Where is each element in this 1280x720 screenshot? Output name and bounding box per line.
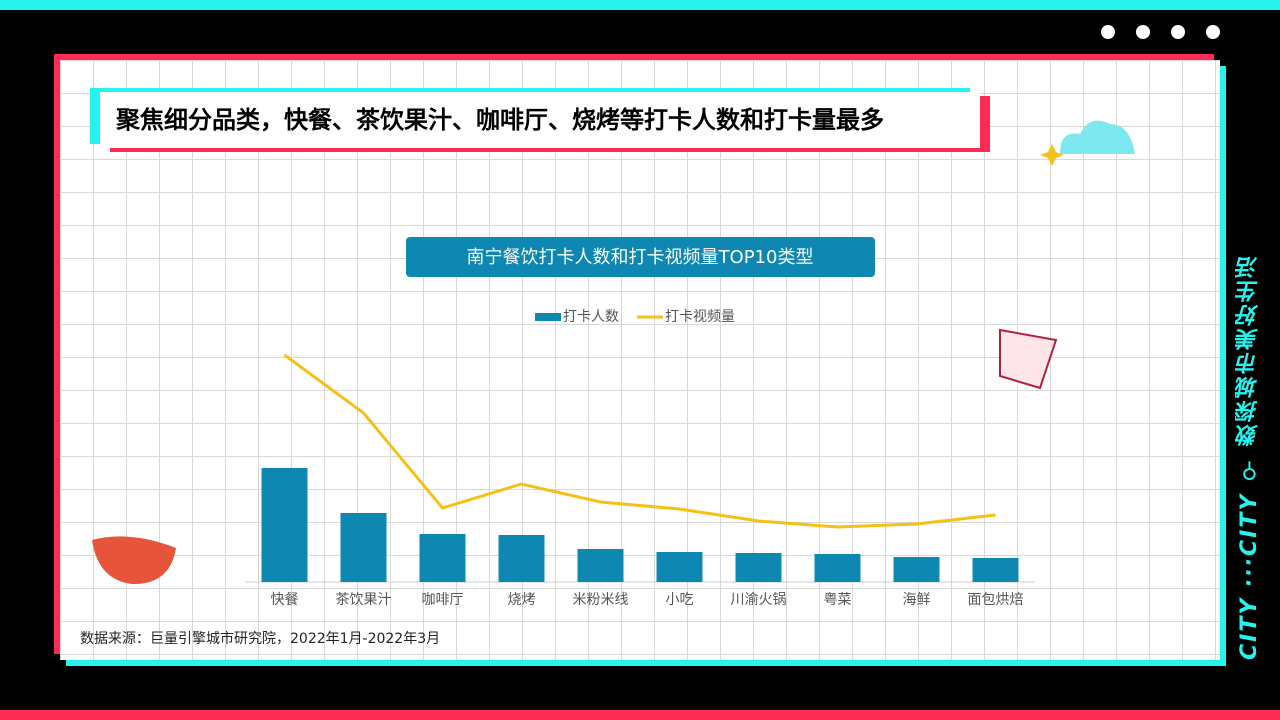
x-tick-label: 海鲜: [903, 592, 931, 608]
x-tick-label: 川渝火锅: [731, 592, 787, 608]
bar: [893, 557, 940, 582]
bar: [498, 535, 545, 582]
cloud: [1060, 120, 1135, 154]
bar: [656, 552, 703, 582]
top-band: [0, 0, 1280, 10]
slide-title: 聚焦细分品类，快餐、茶饮果汁、咖啡厅、烧烤等打卡人数和打卡量最多: [100, 92, 980, 148]
bowl: [92, 536, 176, 585]
legend-swatch: [535, 313, 561, 321]
x-tick-label: 茶饮果汁: [336, 592, 392, 608]
line: [283, 353, 996, 529]
x-tick-label: 粤菜: [824, 592, 852, 608]
x-tick-label: 小吃: [666, 592, 694, 608]
bottom-band: [0, 710, 1280, 720]
bar: [814, 554, 861, 582]
x-tick-label: 咖啡厅: [422, 592, 464, 608]
cup: [999, 328, 1058, 390]
dots: [1101, 25, 1220, 39]
bar: [340, 513, 387, 582]
sparkle: [1040, 144, 1064, 166]
chart-title: 南宁餐饮打卡人数和打卡视频量TOP10类型: [467, 247, 814, 268]
bar: [577, 549, 624, 582]
x-tick-label: 烧烤: [508, 592, 536, 608]
bar: [261, 468, 308, 582]
legend-label: 打卡视频量: [665, 308, 735, 325]
bar: [735, 553, 782, 582]
x-tick-label: 快餐: [271, 592, 299, 608]
bar: [419, 534, 466, 582]
bar: [972, 558, 1019, 582]
x-tick-label: 面包烘焙: [968, 592, 1024, 608]
source: 数据来源：巨量引擎城市研究院，2022年1月-2022年3月: [80, 631, 441, 647]
x-tick-label: 米粉米线: [573, 592, 629, 608]
legend-label: 打卡人数: [563, 308, 619, 325]
chart-title-box: [406, 237, 875, 277]
